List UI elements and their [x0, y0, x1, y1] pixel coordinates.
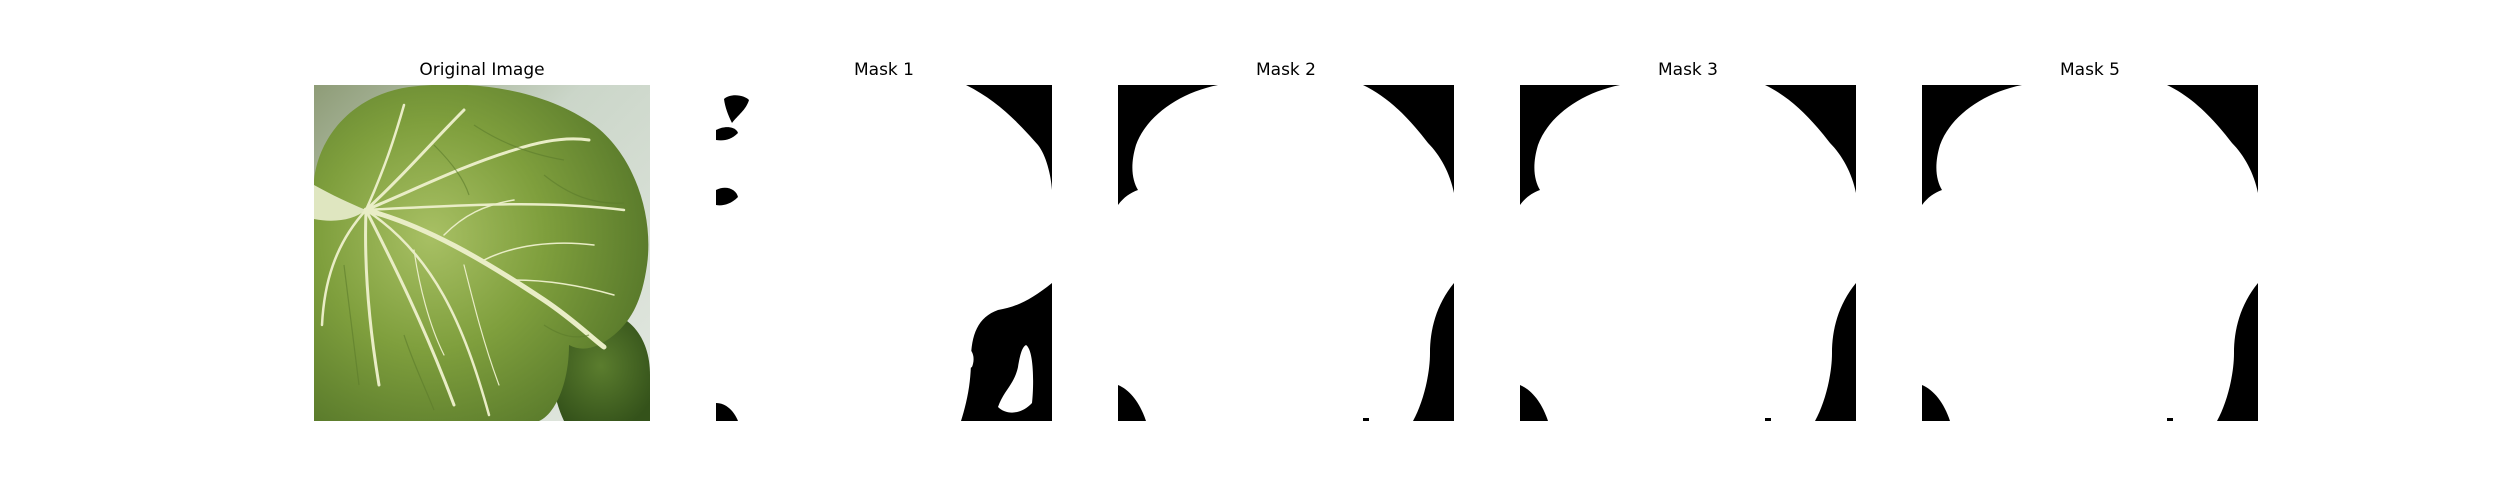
mask-region [966, 85, 1052, 190]
panel-mask-1: Mask 1 [716, 60, 1052, 422]
mask-speck [724, 95, 749, 123]
mask-region [2217, 283, 2258, 421]
mask-speck [716, 403, 738, 421]
mask-region [1520, 85, 1620, 205]
panel-title: Mask 1 [853, 60, 914, 80]
mask-hole [998, 345, 1034, 413]
panel-mask-2: Mask 2 [1118, 60, 1454, 422]
panel-title: Mask 2 [1255, 60, 1316, 80]
mask-region [1363, 85, 1454, 193]
mask-region [1765, 85, 1856, 193]
mask-speck [1765, 418, 1771, 421]
mask-foreground [1520, 85, 1856, 421]
mask-hole [958, 347, 974, 369]
mask-speck [1363, 418, 1369, 421]
panel-mask-3: Mask 3 [1520, 60, 1856, 422]
mask-region [1413, 283, 1454, 421]
panel-title: Mask 3 [1657, 60, 1718, 80]
mask-region [1520, 385, 1548, 421]
mask-region [1922, 385, 1950, 421]
mask-image [1118, 85, 1454, 421]
leaf-photo [314, 85, 650, 421]
mask-foreground [1922, 85, 2258, 421]
mask-image [716, 85, 1052, 421]
mask-speck [716, 187, 738, 206]
mask-speck [2167, 418, 2173, 421]
main-leaf [314, 85, 649, 421]
panel-title: Mask 5 [2059, 60, 2120, 80]
mask-image [1520, 85, 1856, 421]
mask-region [2167, 85, 2258, 193]
leaf-texture [343, 124, 625, 411]
panel-mask-5: Mask 5 [1922, 60, 2258, 422]
mask-speck [716, 127, 738, 141]
leaf-stem [314, 185, 366, 221]
mask-region [1118, 385, 1146, 421]
mask-region [1922, 85, 2022, 205]
mask-region [1815, 283, 1856, 421]
panel-title: Original Image [419, 60, 545, 80]
mask-region [1118, 85, 1218, 205]
panel-original-image: Original Image [314, 60, 650, 422]
leaf-veins [320, 103, 626, 417]
mask-foreground [1118, 85, 1454, 421]
mask-image [1922, 85, 2258, 421]
